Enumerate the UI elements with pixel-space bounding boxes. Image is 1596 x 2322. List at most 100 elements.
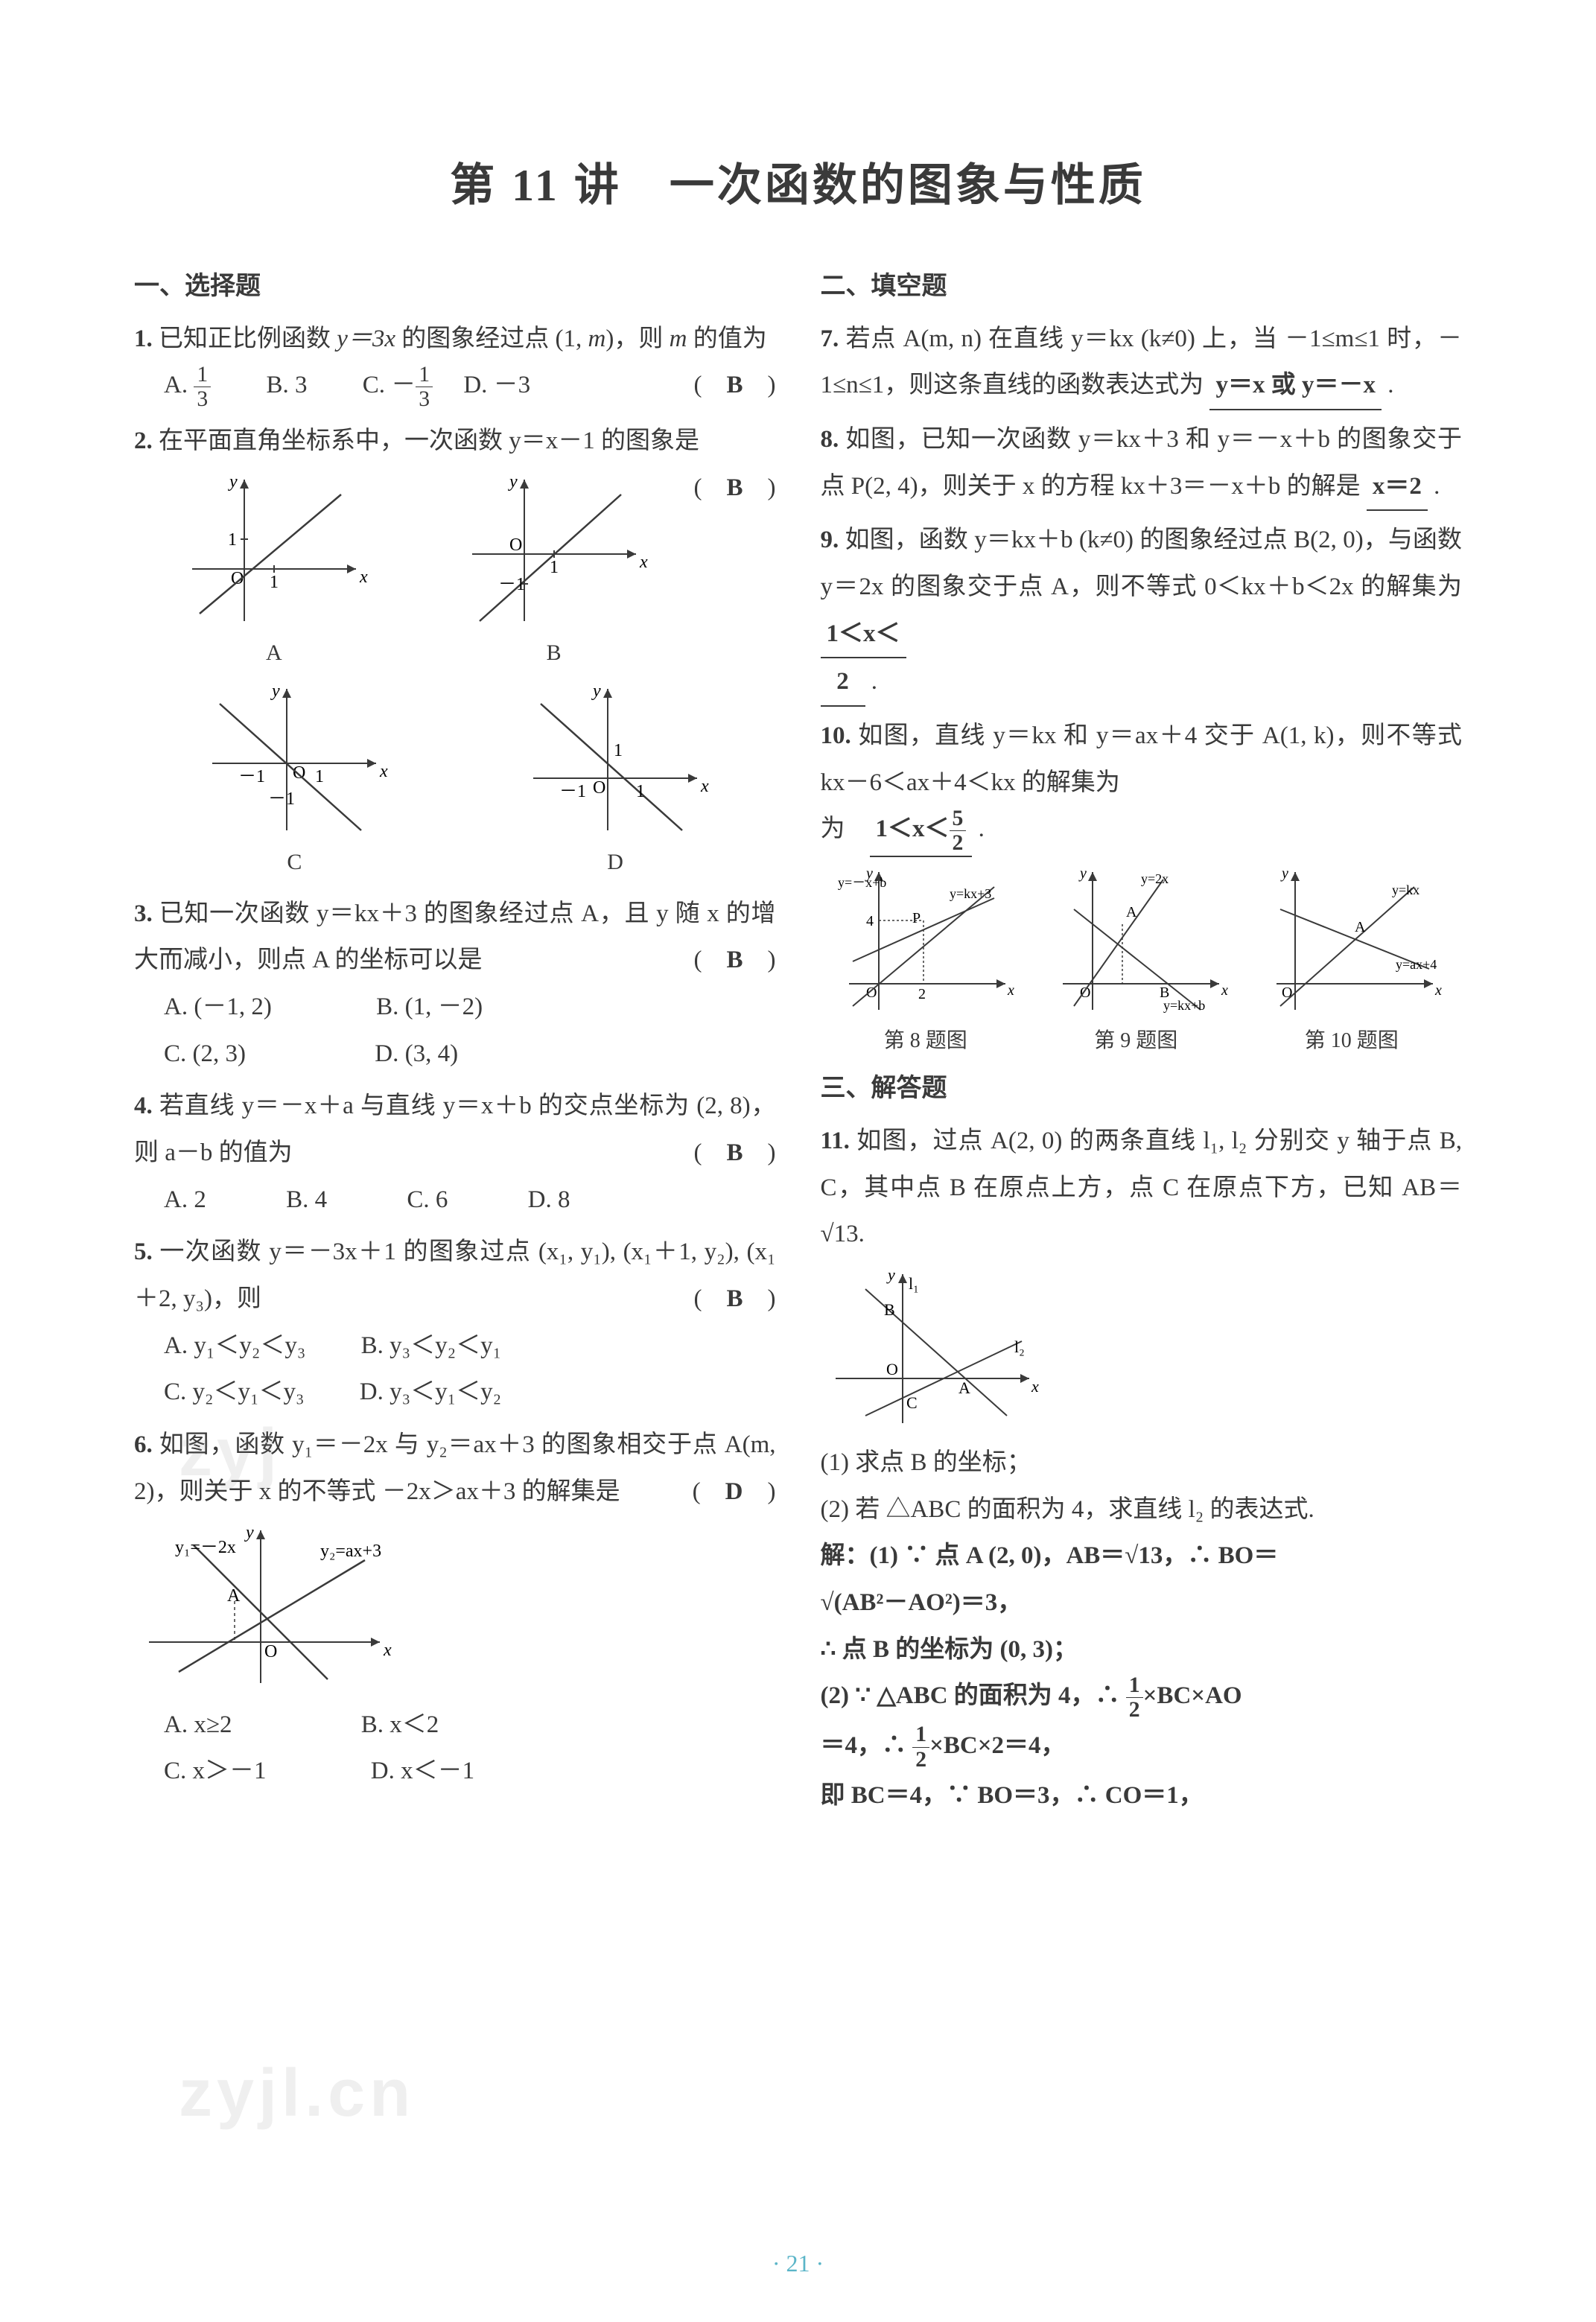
q8-num: 8. [821, 426, 839, 453]
question-8: 8. 如图，已知一次函数 y＝kx＋3 和 y＝－x＋b 的图象交于点 P(2,… [821, 416, 1463, 511]
svg-text:O: O [264, 1642, 277, 1661]
q3-optB: B. (1, －2) [376, 993, 483, 1020]
cap-10: 第 10 题图 [1305, 1021, 1399, 1060]
svg-text:y: y [270, 681, 280, 701]
q3-num: 3. [134, 900, 153, 927]
svg-text:－1: －1 [268, 789, 295, 809]
watermark-2: zyjl.cn [179, 2055, 415, 2132]
svg-text:y: y [886, 1267, 895, 1284]
svg-text:x: x [1434, 982, 1442, 999]
figures-8-9-10: x y O y=－x+b y=kx+3 P 4 2 [821, 865, 1463, 1014]
svg-text:P: P [912, 910, 921, 926]
q9-answer-b: 2 [821, 658, 865, 707]
q6-optC: C. x＞－1 [164, 1758, 267, 1784]
q3-answer: ( B ) [693, 937, 775, 984]
q8-answer: x＝2 [1367, 463, 1428, 512]
q10-answer: 1＜x＜52 [870, 806, 973, 857]
q2-graph-b: x y O －1 1 B [457, 472, 651, 674]
svg-text:x: x [639, 553, 648, 572]
left-column: 一、选择题 1. 已知正比例函数 y＝3x 的图象经过点 (1, m)，则 m … [134, 258, 776, 1825]
q1-eq1: y＝3x [337, 325, 395, 352]
q1-eq2: m [588, 325, 606, 352]
q10-num: 10. [821, 722, 851, 749]
q10-text: 如图，直线 y＝kx 和 y＝ax＋4 交于 A(1, k)，则不等式 kx－6… [821, 722, 1463, 796]
svg-text:1: 1 [550, 558, 559, 577]
question-5: 5. 一次函数 y＝－3x＋1 的图象过点 (x₁, y₁), (x₁＋1, y… [134, 1229, 776, 1416]
svg-text:O: O [1080, 985, 1090, 1001]
svg-text:x: x [1031, 1377, 1039, 1396]
q11-figure: x y O B C A l₁ l₂ [821, 1267, 1463, 1431]
q9-num: 9. [821, 527, 839, 553]
svg-text:x: x [1221, 982, 1228, 999]
section-a-head: 一、选择题 [134, 263, 776, 311]
svg-text:A: A [958, 1378, 970, 1397]
q6-num: 6. [134, 1431, 153, 1458]
cap-9: 第 9 题图 [1094, 1021, 1177, 1060]
q11-part1: (1) 求点 B 的坐标； [821, 1440, 1463, 1486]
q11-sol2a: (2) ∵ △ABC 的面积为 4，∴ [821, 1682, 1126, 1709]
svg-text:y=kx: y=kx [1392, 882, 1419, 897]
svg-text:y: y [508, 472, 518, 492]
svg-text:1: 1 [614, 741, 623, 760]
figure-9: x y O y=2x y=kx+b A B [1052, 865, 1230, 1014]
svg-text:1: 1 [228, 530, 237, 550]
svg-text:2: 2 [918, 986, 926, 1002]
svg-text:－1: －1 [498, 575, 525, 594]
svg-text:y₂=ax+3: y₂=ax+3 [320, 1542, 381, 1561]
svg-text:－1: －1 [559, 782, 586, 801]
figure-8: x y O y=－x+b y=kx+3 P 4 2 [838, 865, 1017, 1014]
q2-graph-c: x y O －1 1 －1 C [197, 681, 391, 883]
q11-text: 如图，过点 A(2, 0) 的两条直线 l₁, l₂ 分别交 y 轴于点 B, … [821, 1127, 1463, 1247]
q2-text: 在平面直角坐标系中，一次函数 y＝x－1 的图象是 [159, 427, 699, 454]
q5-text: 一次函数 y＝－3x＋1 的图象过点 (x₁, y₁), (x₁＋1, y₂),… [134, 1238, 776, 1312]
svg-text:y=－x+b: y=－x+b [838, 875, 886, 890]
q5-optB: B. y₃＜y₂＜y₁ [361, 1332, 502, 1359]
q1-answer: ( B ) [693, 362, 775, 409]
q6-optD: D. x＜－1 [371, 1758, 474, 1784]
q1-optB: B. 3 [266, 372, 307, 398]
q4-num: 4. [134, 1092, 153, 1119]
q1-text-a: 已知正比例函数 [159, 325, 337, 352]
q9-answer-a: 1＜x＜ [821, 611, 906, 659]
svg-text:y: y [244, 1523, 254, 1542]
q1-eq3: m [670, 325, 687, 352]
svg-text:l₁: l₁ [909, 1274, 919, 1293]
q11-sol-sqrt: √(AB²－AO²)＝3， [821, 1589, 1023, 1616]
q3-text: 已知一次函数 y＝kx＋3 的图象经过点 A，且 y 随 x 的增大而减小，则点… [134, 900, 776, 974]
section-b-head: 二、填空题 [821, 263, 1463, 311]
q5-optD: D. y₃＜y₁＜y₂ [360, 1378, 501, 1405]
q10-period: . [979, 815, 985, 842]
figure-captions: 第 8 题图 第 9 题图 第 10 题图 [821, 1021, 1463, 1060]
q6-choices: A. x≥2 B. x＜2 C. x＞－1 D. x＜－1 [134, 1702, 776, 1795]
q6-answer: ( D ) [693, 1469, 776, 1515]
svg-text:x: x [359, 567, 368, 587]
q4-answer: ( B ) [693, 1130, 775, 1177]
question-3: 3. 已知一次函数 y＝kx＋3 的图象经过点 A，且 y 随 x 的增大而减小… [134, 891, 776, 1078]
svg-text:1: 1 [315, 767, 324, 786]
svg-text:O: O [593, 778, 605, 798]
q11-sol-b: ∴ 点 B 的坐标为 (0, 3)； [821, 1636, 1078, 1663]
q2-row2: x y O －1 1 －1 C x y [134, 681, 776, 883]
q1-optC: C. － [363, 372, 416, 398]
svg-text:y: y [1078, 865, 1087, 882]
svg-text:y: y [591, 681, 601, 701]
q11-sol2d: ×BC×2＝4， [929, 1732, 1065, 1759]
question-1: 1. 已知正比例函数 y＝3x 的图象经过点 (1, m)，则 m 的值为 ( … [134, 316, 776, 412]
q5-answer: ( B ) [693, 1276, 775, 1323]
q4-optD: D. 8 [528, 1186, 570, 1213]
svg-text:y=kx+b: y=kx+b [1163, 998, 1205, 1013]
q2-label-c: C [197, 841, 391, 883]
svg-text:1: 1 [636, 782, 645, 801]
q8-period: . [1434, 473, 1440, 500]
svg-text:O: O [1282, 985, 1292, 1001]
svg-text:B: B [1160, 985, 1169, 1001]
q5-choices: A. y₁＜y₂＜y₃ B. y₃＜y₂＜y₁ C. y₂＜y₁＜y₃ D. y… [134, 1323, 776, 1416]
q1-optA: A. [164, 372, 194, 398]
svg-text:y=kx+3: y=kx+3 [950, 886, 991, 901]
q2-graph-a: x y O 1 1 A [177, 472, 371, 674]
svg-text:y: y [1280, 865, 1288, 882]
q4-optC: C. 6 [407, 1186, 448, 1213]
q8-text: 如图，已知一次函数 y＝kx＋3 和 y＝－x＋b 的图象交于点 P(2, 4)… [821, 426, 1463, 500]
svg-text:A: A [1355, 919, 1366, 935]
q3-choices: A. (－1, 2) B. (1, －2) C. (2, 3) D. (3, 4… [134, 984, 776, 1077]
